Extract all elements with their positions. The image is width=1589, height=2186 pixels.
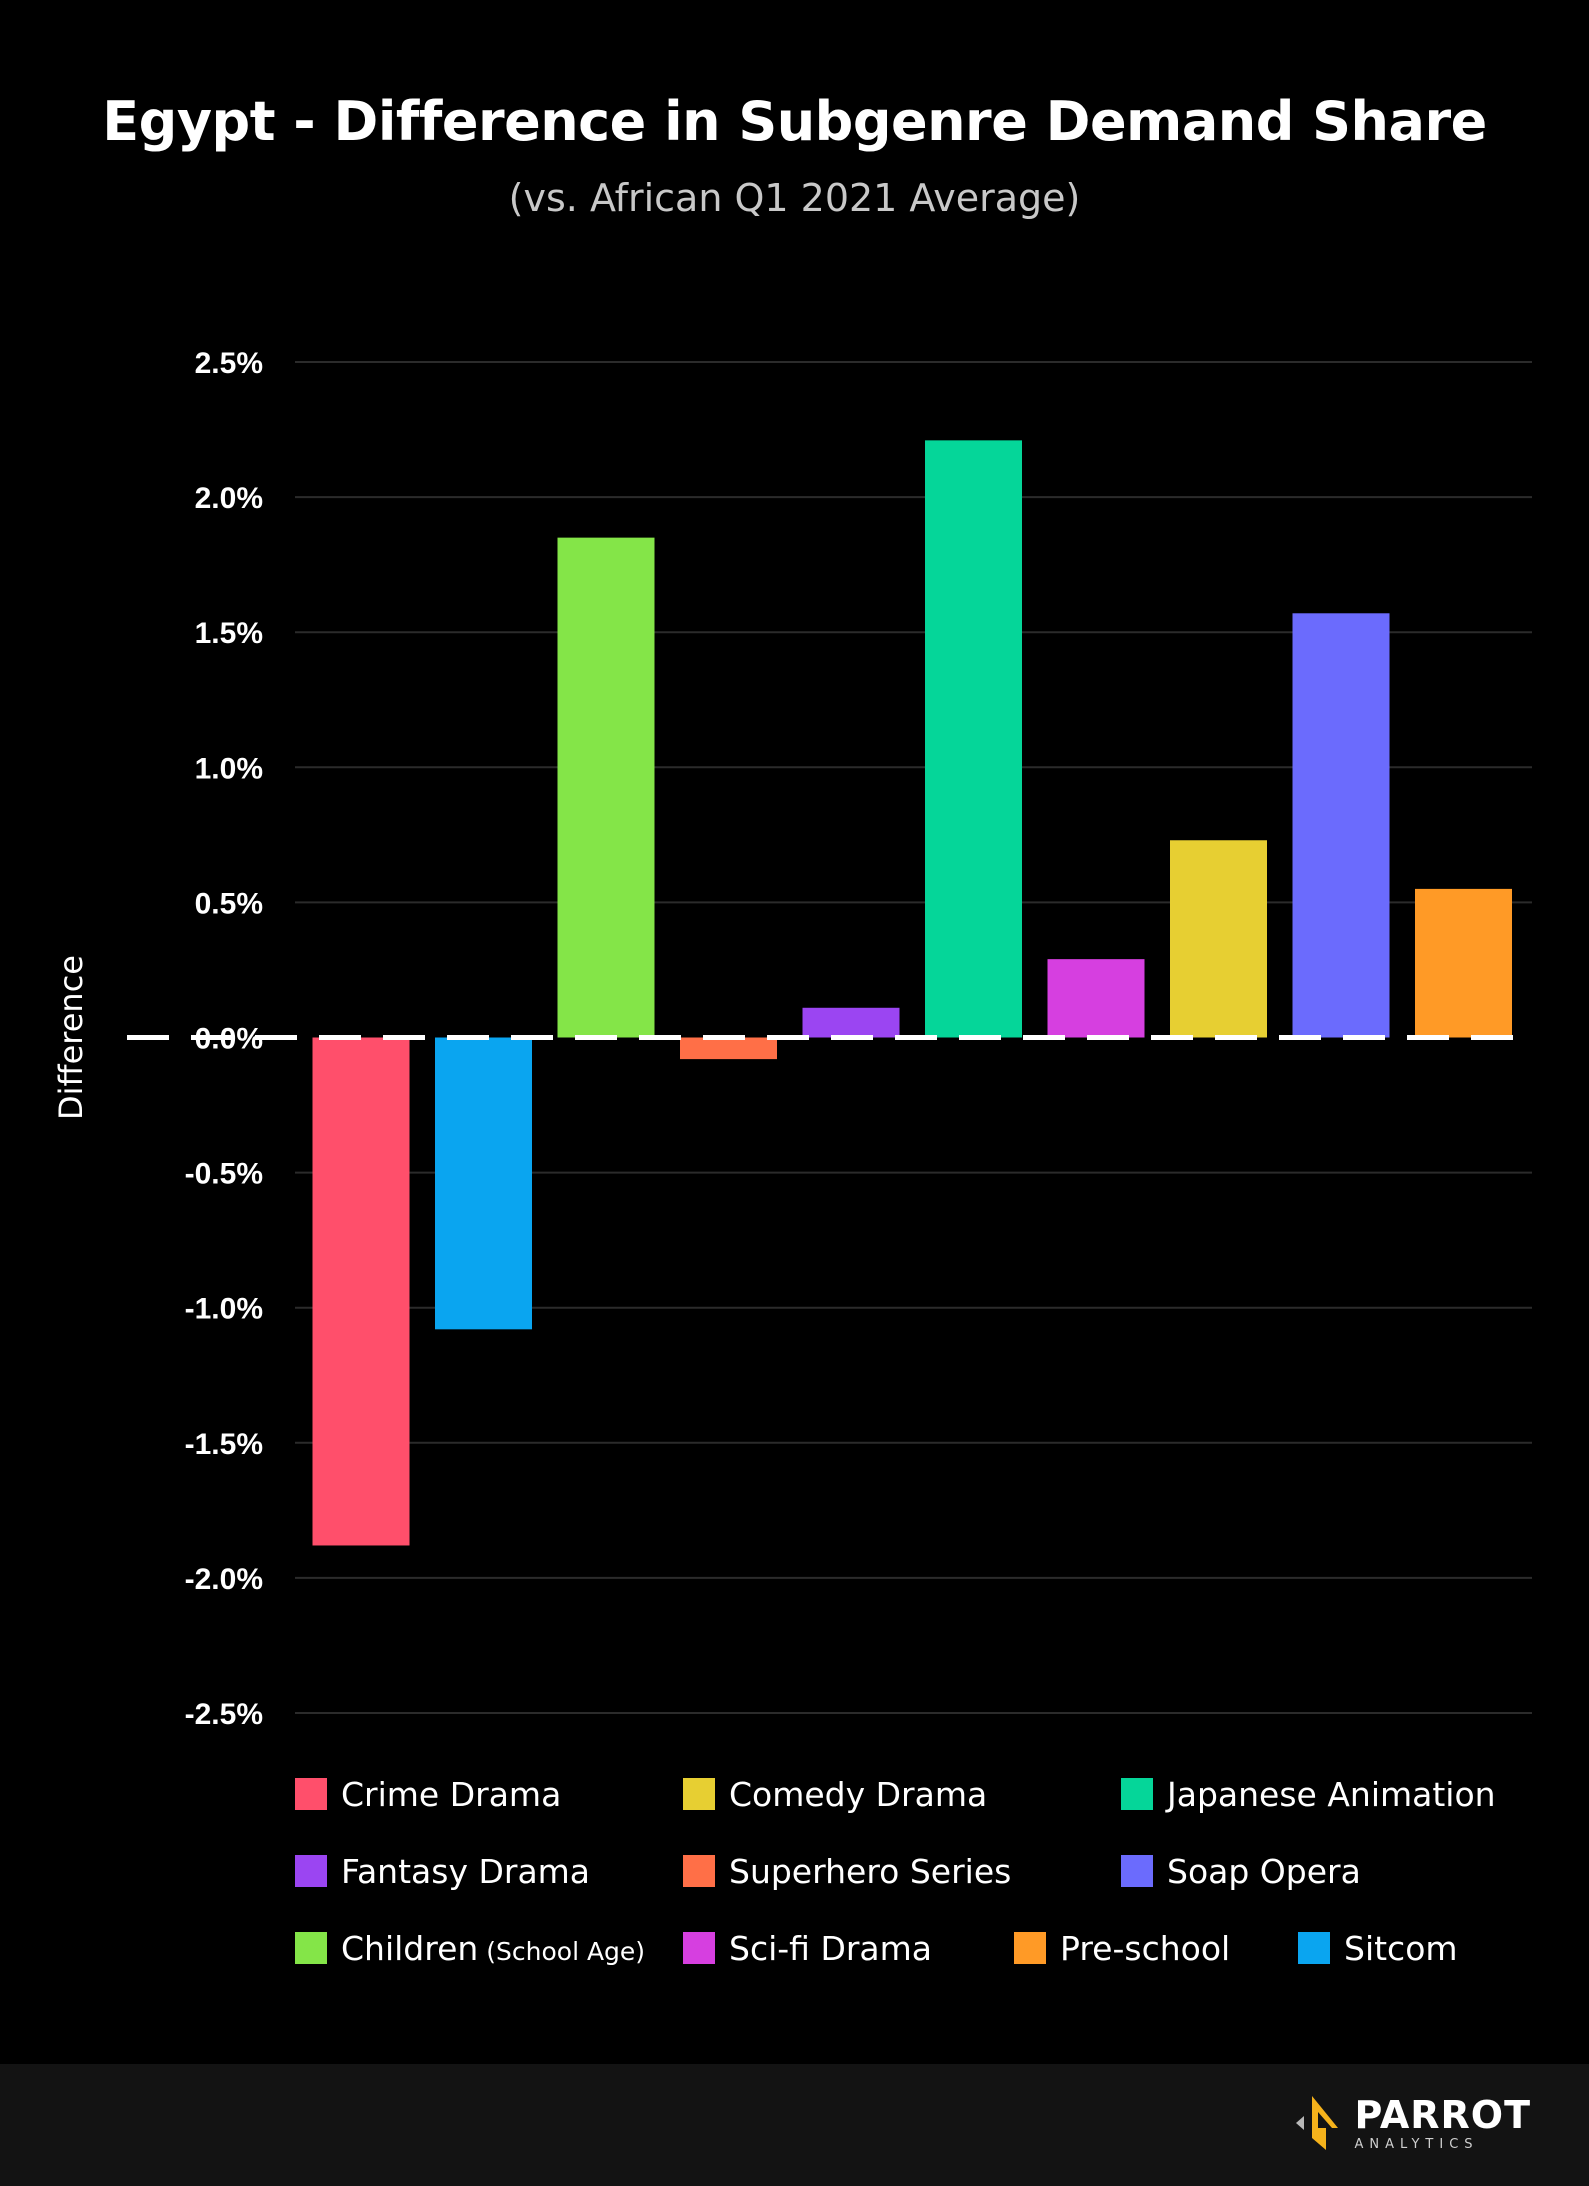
footer: PARROT ANALYTICS: [0, 2064, 1589, 2186]
y-tick-label: 2.0%: [195, 482, 263, 515]
y-tick-label: 0.0%: [195, 1023, 263, 1056]
y-tick-label: -2.0%: [185, 1563, 263, 1596]
y-tick-label: -1.5%: [185, 1428, 263, 1461]
logo-subtitle: ANALYTICS: [1354, 2136, 1479, 2152]
bar: [1047, 959, 1145, 1038]
y-tick-label: 0.5%: [195, 887, 263, 920]
y-tick-label: -1.0%: [185, 1293, 263, 1326]
parrot-logo-icon: [1296, 2096, 1339, 2150]
chart-subtitle: (vs. African Q1 2021 Average): [508, 176, 1081, 220]
bar: [435, 1037, 532, 1330]
y-tick-label: -2.5%: [185, 1698, 263, 1731]
bar: [557, 537, 655, 1038]
y-tick-label: 2.5%: [195, 347, 263, 380]
y-tick-label: -0.5%: [185, 1158, 263, 1191]
y-tick-label: 1.0%: [195, 752, 263, 785]
bar: [1415, 888, 1512, 1038]
y-axis-title: Difference: [52, 955, 90, 1120]
bar: [680, 1037, 777, 1060]
bar: [925, 440, 1022, 1038]
parrot-analytics-logo: PARROT ANALYTICS: [1292, 2092, 1531, 2154]
bar: [1292, 613, 1390, 1038]
bar: [1170, 840, 1267, 1038]
bar: [312, 1037, 410, 1546]
y-tick-label: 1.5%: [195, 617, 263, 650]
chart-title: Egypt - Difference in Subgenre Demand Sh…: [102, 90, 1487, 153]
bar-chart: 2.5% 2.0% 1.5% 1.0% 0.5% 0.0% -0.5% -1.0% -1.5% -…: [52, 347, 1532, 1731]
bar: [802, 1007, 900, 1038]
logo-name: PARROT: [1354, 2092, 1531, 2137]
